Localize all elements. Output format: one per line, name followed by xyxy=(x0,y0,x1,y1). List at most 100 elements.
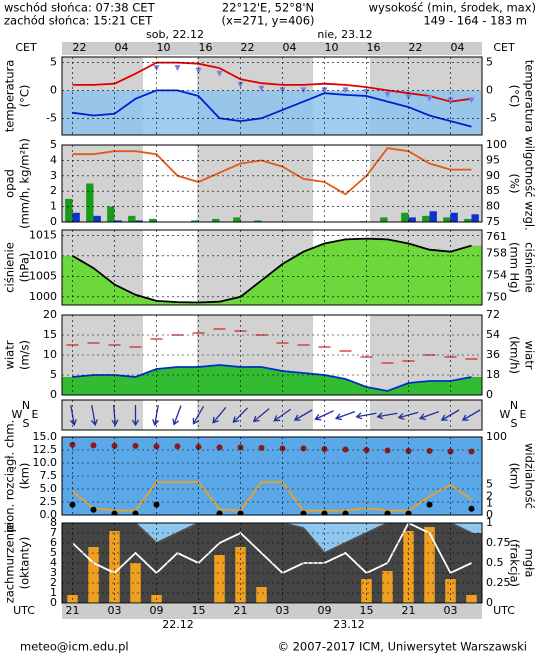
line xyxy=(72,61,472,103)
y2-tick-label: 0 xyxy=(486,596,493,609)
y2-tick-label: 80 xyxy=(486,200,500,213)
dot-marker xyxy=(216,444,223,451)
panel-frame xyxy=(61,144,483,223)
dot-marker xyxy=(69,501,76,508)
y2-tick-label: 75 xyxy=(486,215,500,228)
wind-arrow xyxy=(418,410,440,421)
wind-arrow xyxy=(90,405,98,427)
compass-label: S xyxy=(23,417,30,430)
triangle-marker xyxy=(216,70,223,77)
y-tick-label: 1 xyxy=(50,586,57,599)
y2-tick-label: 18 xyxy=(486,368,500,381)
y-tick-label: 1005 xyxy=(29,269,57,282)
cet-tick-label: 04 xyxy=(451,41,465,54)
elevation-title: wysokość (min, środek, max) xyxy=(369,1,536,15)
cet-tick-label: 10 xyxy=(157,41,171,54)
bar xyxy=(422,215,430,222)
compass-label: E xyxy=(32,408,39,421)
cet-tick-label: 04 xyxy=(283,41,297,54)
bar xyxy=(424,527,435,603)
area xyxy=(62,365,482,395)
compass-label: W xyxy=(500,408,511,421)
y2-axis-title: wiatr xyxy=(523,341,537,370)
plot-area xyxy=(62,237,482,305)
y-axis-title: temperatura xyxy=(3,60,17,133)
triangle-marker xyxy=(321,87,328,94)
y-axis-title: (km) xyxy=(18,463,32,490)
time-unit: UTC xyxy=(13,604,35,617)
plot-area xyxy=(62,328,482,395)
dot-marker xyxy=(300,510,307,515)
triangle-marker xyxy=(447,97,454,104)
dot-marker xyxy=(405,448,412,455)
utc-tick-label: 03 xyxy=(108,604,122,617)
time-unit: CET xyxy=(493,41,515,54)
y-tick-label: 1010 xyxy=(29,249,57,262)
grid-point: (x=271, y=406) xyxy=(221,14,314,28)
y2-tick-label: 54 xyxy=(486,328,500,341)
bar xyxy=(233,217,241,222)
bar xyxy=(254,220,262,222)
y-tick-label: 15 xyxy=(43,328,57,341)
y2-tick-label: 100 xyxy=(486,138,507,151)
dot-marker xyxy=(300,445,307,452)
y2-tick-label: 0.75 xyxy=(486,536,511,549)
wind-arrow xyxy=(212,406,227,424)
y2-axis-title: wilgotność wzgl. xyxy=(523,136,537,231)
dot-marker xyxy=(363,447,370,453)
compass-label: W xyxy=(12,408,23,421)
y2-axis-title: (km/h) xyxy=(508,336,522,374)
y2-tick-label: -5 xyxy=(486,111,497,124)
y2-tick-label: 5 xyxy=(486,478,493,491)
bar xyxy=(445,579,456,603)
utc-tick-label: 21 xyxy=(66,604,80,617)
y-tick-label: 5 xyxy=(50,138,57,151)
wind-arrow xyxy=(293,409,313,421)
dot-marker xyxy=(468,448,475,455)
cet-tick-label: 22 xyxy=(73,41,87,54)
wind-arrow xyxy=(172,405,182,426)
day-label: 23.12 xyxy=(333,618,365,631)
triangle-marker xyxy=(384,91,391,98)
y-tick-label: 1015 xyxy=(29,228,57,241)
y2-axis-title: (%) xyxy=(508,174,522,194)
y-axis-title: (mm/h, kg/m²h) xyxy=(18,138,32,229)
panel-frame xyxy=(61,436,483,516)
y-tick-label: 15.0 xyxy=(33,430,58,443)
line xyxy=(72,237,472,304)
bar xyxy=(114,220,122,222)
y-tick-label: 0 xyxy=(50,596,57,609)
bar xyxy=(380,217,388,222)
y-axis-title: (m/s) xyxy=(18,340,32,370)
triangle-marker xyxy=(426,95,433,102)
y-tick-label: 0.0 xyxy=(40,508,58,521)
line xyxy=(71,481,473,512)
sunset: zachód słońca: 15:21 CET xyxy=(4,14,153,28)
night-shade xyxy=(62,400,143,430)
dot-marker xyxy=(90,506,97,513)
utc-tick-label: 03 xyxy=(276,604,290,617)
y-tick-label: 5.0 xyxy=(40,482,58,495)
triangle-marker xyxy=(468,97,475,104)
copyright: © 2007-2017 ICM, Uniwersytet Warszawski xyxy=(277,640,527,654)
dot-marker xyxy=(174,443,181,450)
wind-arrow xyxy=(131,405,140,427)
y2-tick-label: 5 xyxy=(486,56,493,69)
dot-marker xyxy=(342,510,349,515)
wind-arrow xyxy=(461,409,481,421)
bottom-axis-band xyxy=(62,604,482,619)
y2-axis-title: ciśnienie xyxy=(523,242,537,293)
y-tick-label: 10.0 xyxy=(33,456,58,469)
dot-marker xyxy=(426,448,433,455)
y2-tick-label: 90 xyxy=(486,169,500,182)
elevation: 149 - 164 - 183 m xyxy=(423,14,527,28)
bar xyxy=(471,214,479,222)
y-tick-label: 3 xyxy=(50,169,57,182)
y2-tick-label: 0 xyxy=(486,388,493,401)
dot-marker xyxy=(384,510,391,515)
y-tick-label: 7.5 xyxy=(40,469,58,482)
y2-tick-label: 2 xyxy=(486,489,493,502)
cet-tick-label: 10 xyxy=(325,41,339,54)
y2-axis-title: temperatura xyxy=(523,60,537,133)
